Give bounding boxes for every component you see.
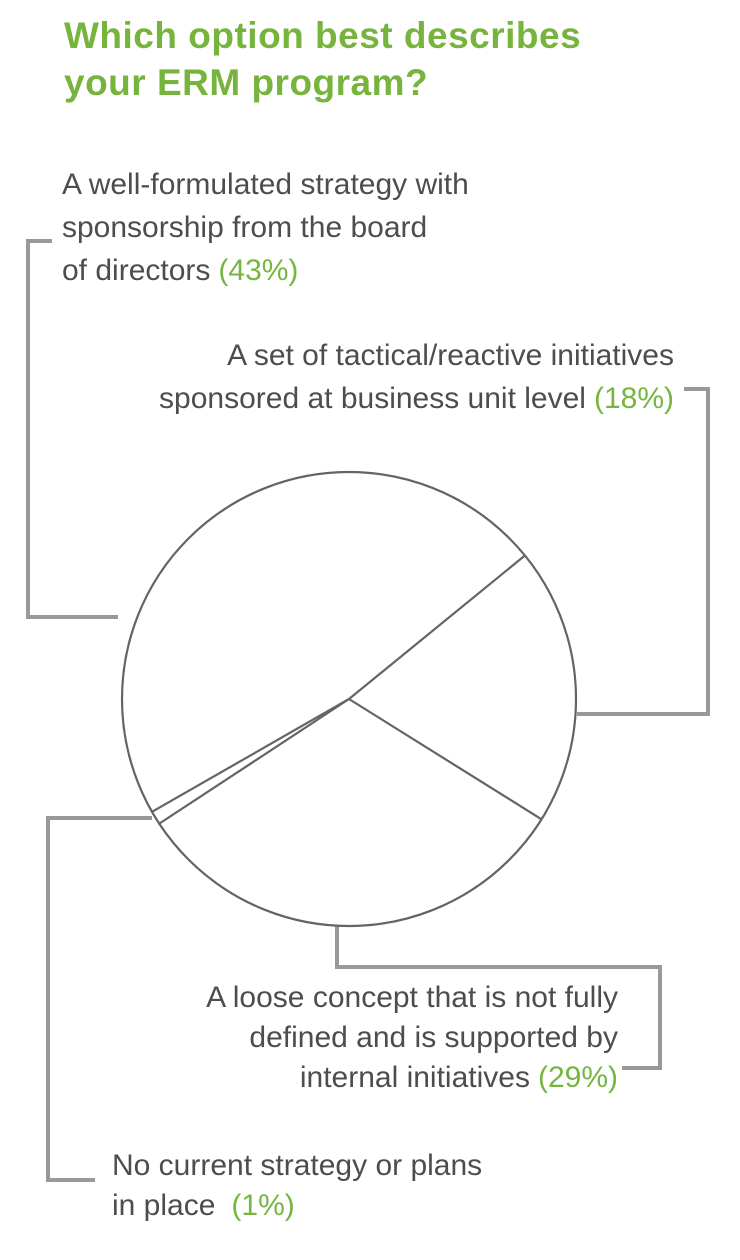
slice-label-board-strategy: A well-formulated strategy with sponsors…	[62, 163, 469, 292]
label-text: in place (1%)	[112, 1186, 482, 1226]
percentage-value: (43%)	[218, 254, 299, 287]
pie-slice-divider-4	[158, 698, 350, 825]
chart-title: Which option best describes your ERM pro…	[64, 12, 581, 106]
label-text: No current strategy or plans	[112, 1149, 483, 1182]
slice-label-tactical-initiatives: A set of tactical/reactive initiatives s…	[159, 334, 674, 420]
label-text: of directors	[62, 254, 211, 287]
percentage-value: (18%)	[593, 382, 674, 415]
label-text: defined and is supported by	[249, 1021, 618, 1054]
percentage-value: (1%)	[231, 1189, 295, 1222]
label-text: A well-formulated strategy with	[62, 168, 469, 201]
label-text: in place	[112, 1189, 216, 1222]
pie-slice-divider-1	[348, 554, 526, 700]
chart-title-line1: Which option best describes	[64, 15, 582, 56]
label-text: internal initiatives	[299, 1061, 530, 1094]
connector-line-2	[577, 387, 710, 716]
connector-line-3	[335, 926, 662, 1070]
label-text: internal initiatives (29%)	[206, 1058, 618, 1098]
slice-label-loose-concept: A loose concept that is not fully define…	[206, 978, 618, 1098]
label-text: A set of tactical/reactive initiatives	[227, 339, 674, 372]
connector-line-4	[46, 816, 152, 1182]
pie-slice-divider-3	[151, 698, 350, 813]
slice-label-no-strategy: No current strategy or plans in place (1%…	[112, 1146, 482, 1226]
pie-circle	[120, 470, 578, 928]
connector-line-1	[26, 239, 118, 619]
label-text: of directors (43%)	[62, 249, 469, 292]
label-text: sponsorship from the board	[62, 211, 428, 244]
chart-title-line2: your ERM program?	[64, 62, 429, 103]
label-text: A loose concept that is not fully	[206, 981, 618, 1014]
label-text: sponsored at business unit level	[159, 382, 586, 415]
label-text: sponsored at business unit level (18%)	[159, 377, 674, 420]
percentage-value: (29%)	[537, 1061, 618, 1094]
pie-slice-divider-2	[348, 698, 543, 821]
